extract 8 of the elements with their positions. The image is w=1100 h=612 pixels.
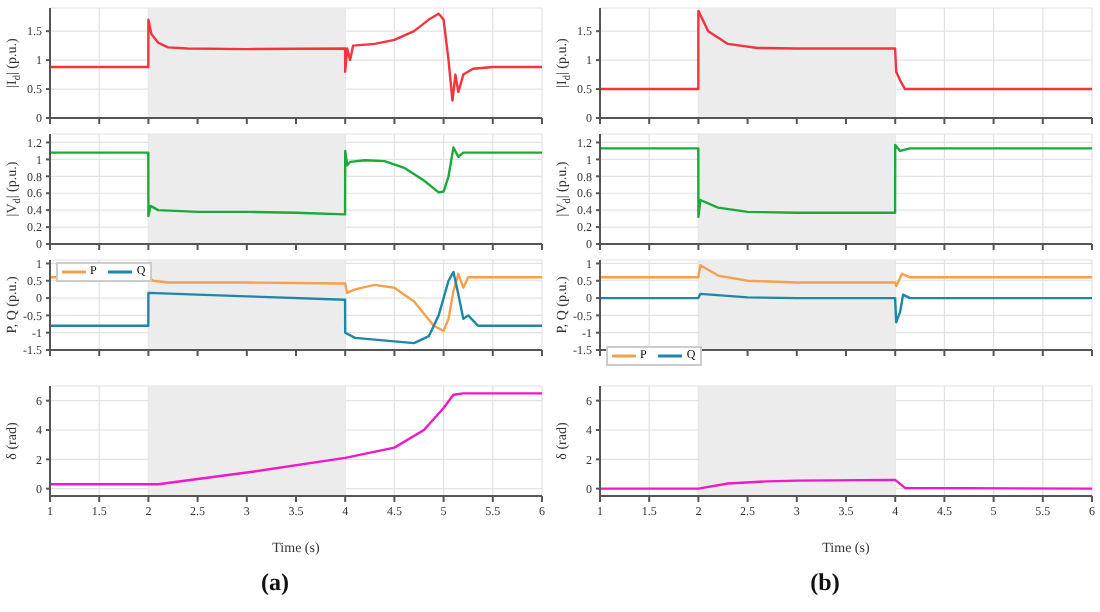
text: (b) — [808, 568, 842, 598]
line-series — [600, 292, 1092, 324]
line-series — [50, 12, 542, 102]
text: (a) — [259, 568, 291, 598]
line-series — [50, 270, 542, 345]
line-series — [50, 146, 542, 218]
line-series — [50, 392, 542, 486]
line-series — [600, 143, 1092, 219]
